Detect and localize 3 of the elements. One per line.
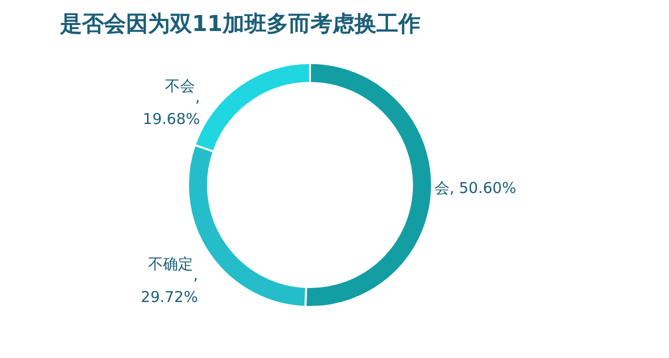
data-label: , 50.60% [449,179,516,198]
slice-label: 会 [434,179,450,198]
chart-title: 是否会因为双11加班多而考虑换工作 [59,12,421,37]
